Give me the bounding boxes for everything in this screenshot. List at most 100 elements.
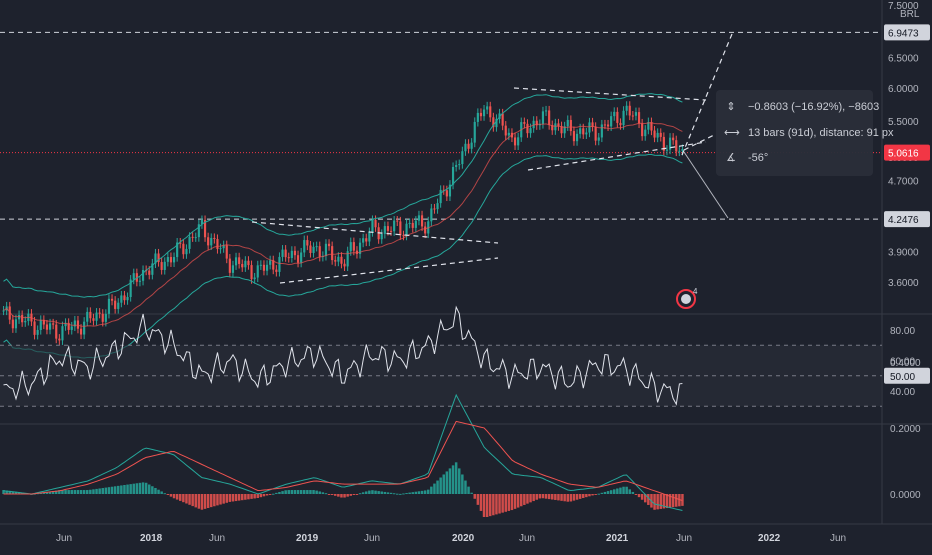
candle-body: [110, 298, 114, 301]
candle-body: [662, 136, 665, 151]
candle-body: [619, 122, 622, 126]
candle-body: [172, 257, 176, 263]
rsi-tick-label: 60.00: [890, 357, 915, 368]
macd-histogram-bar: [671, 494, 675, 508]
macd-histogram-bar: [120, 485, 123, 494]
macd-histogram-bar: [290, 490, 294, 494]
macd-histogram-bar: [541, 494, 545, 499]
candle-body: [439, 189, 442, 204]
candle-body: [557, 123, 560, 127]
macd-histogram-bar: [492, 494, 495, 516]
macd-histogram-bar: [352, 494, 356, 495]
candle-body: [67, 322, 70, 330]
price-tick-label: 6.0000: [888, 84, 919, 95]
candle-body: [265, 264, 269, 271]
candle-body: [352, 242, 355, 251]
candle-body: [241, 263, 244, 268]
candle-body: [194, 237, 197, 239]
macd-histogram-bar: [250, 494, 253, 499]
macd-histogram-bar: [482, 494, 486, 518]
candle-body: [148, 270, 151, 275]
candle-body: [210, 237, 213, 246]
candle-body: [132, 273, 135, 280]
macd-histogram-bar: [340, 494, 343, 498]
trendline-drawing[interactable]: [513, 87, 707, 101]
macd-histogram-bar: [166, 494, 170, 495]
macd-histogram-bar: [380, 491, 383, 494]
macd-histogram-bar: [51, 491, 55, 494]
candle-body: [39, 319, 42, 330]
macd-histogram-bar: [358, 493, 362, 495]
macd-histogram-bar: [299, 490, 303, 494]
price-tick-label: 5.5000: [888, 117, 919, 128]
candle-body: [58, 338, 61, 341]
macd-histogram-bar: [634, 494, 638, 495]
time-tick-label: 2018: [140, 533, 163, 544]
candle-body: [628, 105, 631, 116]
trendline-drawing[interactable]: [681, 33, 733, 156]
macd-histogram-bar: [371, 490, 374, 494]
macd-signal-line: [3, 420, 683, 502]
macd-histogram-bar: [625, 486, 628, 494]
macd-histogram-bar: [516, 494, 520, 508]
macd-histogram-bar: [265, 494, 269, 496]
candle-body: [579, 128, 582, 134]
candle-body: [374, 219, 377, 228]
macd-histogram-bar: [433, 483, 436, 494]
candle-body: [644, 129, 647, 137]
candle-body: [566, 119, 569, 127]
trendline-drawing[interactable]: [279, 257, 499, 284]
candle-body: [163, 261, 166, 270]
macd-histogram-bar: [160, 491, 163, 494]
macd-histogram-bar: [296, 490, 300, 494]
candle-body: [290, 250, 293, 259]
level-price-label: 4.2476: [888, 215, 919, 226]
candle-body: [445, 190, 448, 197]
macd-histogram-bar: [606, 491, 610, 494]
time-tick-label: Jun: [830, 533, 846, 544]
trendline-drawing[interactable]: [683, 133, 717, 151]
candle-body: [461, 151, 464, 165]
macd-histogram-bar: [668, 494, 672, 508]
macd-histogram-bar: [228, 494, 232, 502]
macd-histogram-bar: [287, 490, 290, 494]
candle-body: [284, 249, 287, 258]
candle-body: [259, 264, 262, 266]
candle-body: [247, 260, 250, 266]
trendline-drawing[interactable]: [527, 141, 707, 171]
macd-histogram-bar: [392, 493, 396, 495]
macd-histogram-bar: [591, 494, 594, 496]
time-tick-label: Jun: [209, 533, 225, 544]
horizontal-range-icon: ⟷: [724, 127, 740, 139]
candle-body: [597, 137, 600, 141]
time-tick-label: Jun: [364, 533, 380, 544]
level-price-badge: [884, 24, 930, 41]
macd-histogram-bar: [318, 491, 321, 494]
candle-body: [337, 256, 340, 262]
macd-histogram-bar: [405, 493, 408, 495]
macd-histogram-bar: [334, 494, 337, 496]
macd-histogram-bar: [343, 494, 346, 498]
candle-body: [117, 302, 120, 309]
rsi-level-label: 50.00: [890, 372, 915, 383]
macd-histogram-bar: [337, 494, 340, 497]
macd-histogram-bar: [309, 490, 312, 494]
candle-body: [182, 243, 185, 255]
candle-body: [653, 130, 656, 138]
candle-body: [544, 110, 548, 112]
macd-histogram-bar: [188, 494, 191, 505]
candle-body: [492, 117, 495, 128]
candle-body: [95, 312, 98, 321]
macd-histogram-bar: [411, 492, 414, 494]
candle-body: [386, 226, 390, 231]
angle-icon: ∡: [726, 152, 736, 164]
measure-line[interactable]: [683, 151, 729, 219]
candle-body: [613, 111, 616, 117]
candle-body: [681, 149, 684, 151]
candle-body: [470, 142, 473, 149]
event-badge-ring[interactable]: [676, 289, 696, 309]
macd-histogram-bar: [662, 494, 666, 509]
macd-histogram-bar: [275, 492, 278, 494]
measure-tooltip: ⇕ −0.8603 (−16.92%), −8603 ⟷ 13 bars (91…: [716, 90, 894, 176]
